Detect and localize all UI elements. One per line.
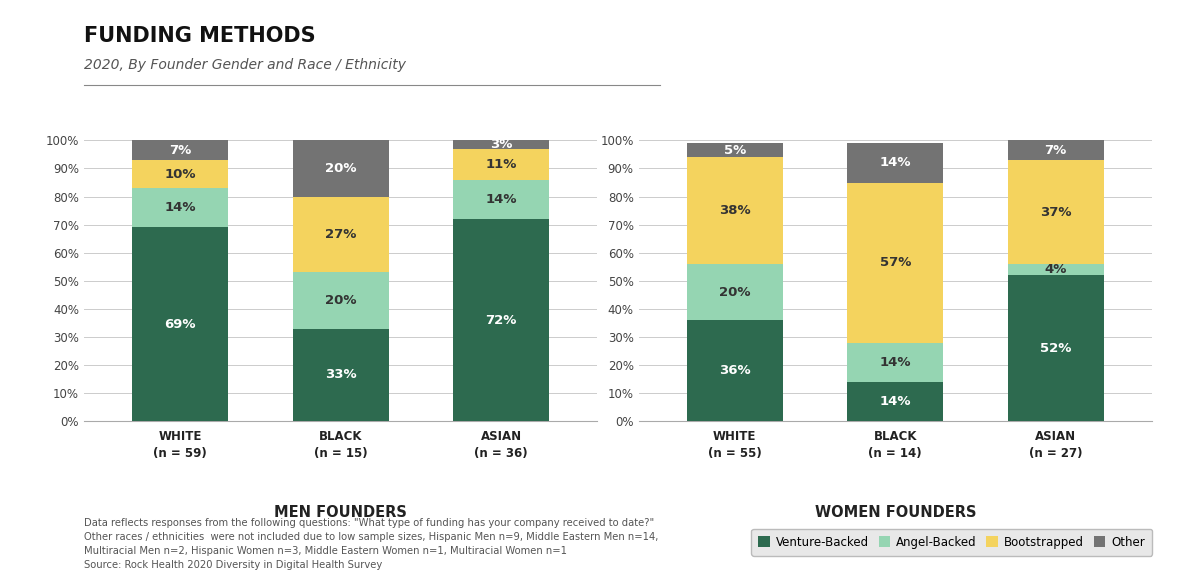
Bar: [454, 140, 550, 149]
Bar: [293, 140, 389, 197]
Text: 57%: 57%: [880, 256, 911, 269]
Bar: [847, 143, 943, 183]
Bar: [132, 160, 228, 188]
Bar: [454, 219, 550, 421]
Text: MEN FOUNDERS: MEN FOUNDERS: [275, 505, 407, 521]
Text: 11%: 11%: [486, 158, 517, 171]
Text: 14%: 14%: [880, 156, 911, 170]
Text: WOMEN FOUNDERS: WOMEN FOUNDERS: [815, 505, 976, 521]
Bar: [293, 329, 389, 421]
Text: 5%: 5%: [724, 144, 746, 157]
Text: 27%: 27%: [325, 228, 356, 241]
Text: 20%: 20%: [325, 294, 356, 307]
Text: FUNDING METHODS: FUNDING METHODS: [84, 26, 316, 46]
Text: 36%: 36%: [719, 364, 751, 377]
Bar: [847, 183, 943, 343]
Bar: [1008, 264, 1104, 275]
Bar: [686, 143, 782, 157]
Text: 14%: 14%: [880, 356, 911, 369]
Bar: [454, 149, 550, 180]
Text: Data reflects responses from the following questions: "What type of funding has : Data reflects responses from the followi…: [84, 518, 659, 570]
Bar: [686, 157, 782, 264]
Text: 20%: 20%: [325, 162, 356, 175]
Text: 4%: 4%: [1044, 263, 1067, 276]
Bar: [132, 140, 228, 160]
Text: 3%: 3%: [490, 138, 512, 151]
Bar: [847, 382, 943, 421]
Text: 10%: 10%: [164, 167, 196, 181]
Text: 7%: 7%: [169, 144, 191, 157]
Bar: [1008, 160, 1104, 264]
Legend: Venture-Backed, Angel-Backed, Bootstrapped, Other: Venture-Backed, Angel-Backed, Bootstrapp…: [751, 528, 1152, 556]
Text: 69%: 69%: [164, 318, 196, 331]
Text: 33%: 33%: [325, 369, 356, 381]
Bar: [847, 343, 943, 382]
Bar: [1008, 140, 1104, 160]
Bar: [132, 188, 228, 228]
Bar: [293, 273, 389, 329]
Text: 2020, By Founder Gender and Race / Ethnicity: 2020, By Founder Gender and Race / Ethni…: [84, 58, 406, 73]
Text: 7%: 7%: [1045, 144, 1067, 157]
Text: 14%: 14%: [880, 395, 911, 408]
Text: 38%: 38%: [719, 204, 751, 217]
Bar: [686, 320, 782, 421]
Bar: [686, 264, 782, 320]
Text: 37%: 37%: [1040, 205, 1072, 219]
Bar: [293, 197, 389, 273]
Text: 14%: 14%: [486, 193, 517, 206]
Bar: [132, 228, 228, 421]
Bar: [454, 180, 550, 219]
Bar: [1008, 275, 1104, 421]
Text: 72%: 72%: [486, 314, 517, 326]
Text: 52%: 52%: [1040, 342, 1072, 355]
Text: 14%: 14%: [164, 201, 196, 214]
Text: 20%: 20%: [719, 285, 750, 298]
